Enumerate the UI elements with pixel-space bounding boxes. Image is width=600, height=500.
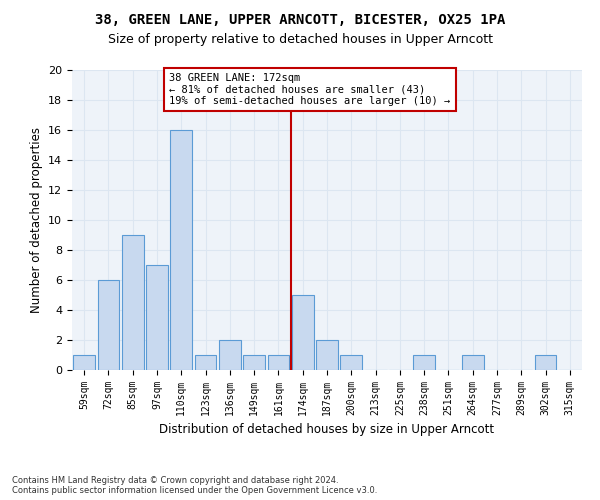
Y-axis label: Number of detached properties: Number of detached properties [29, 127, 43, 313]
Text: Contains public sector information licensed under the Open Government Licence v3: Contains public sector information licen… [12, 486, 377, 495]
Bar [243, 355, 265, 370]
Bar [170, 130, 192, 370]
Bar [97, 280, 119, 370]
Text: Contains HM Land Registry data © Crown copyright and database right 2024.: Contains HM Land Registry data © Crown c… [12, 476, 338, 485]
Bar [194, 355, 217, 370]
Bar [413, 355, 435, 370]
Text: Size of property relative to detached houses in Upper Arncott: Size of property relative to detached ho… [107, 32, 493, 46]
Bar [535, 355, 556, 370]
Bar [122, 235, 143, 370]
Bar [340, 355, 362, 370]
Text: 38, GREEN LANE, UPPER ARNCOTT, BICESTER, OX25 1PA: 38, GREEN LANE, UPPER ARNCOTT, BICESTER,… [95, 12, 505, 26]
Bar [219, 340, 241, 370]
Bar [146, 265, 168, 370]
Bar [73, 355, 95, 370]
X-axis label: Distribution of detached houses by size in Upper Arncott: Distribution of detached houses by size … [160, 424, 494, 436]
Bar [292, 295, 314, 370]
Bar [462, 355, 484, 370]
Bar [316, 340, 338, 370]
Bar [268, 355, 289, 370]
Text: 38 GREEN LANE: 172sqm
← 81% of detached houses are smaller (43)
19% of semi-deta: 38 GREEN LANE: 172sqm ← 81% of detached … [169, 73, 451, 106]
